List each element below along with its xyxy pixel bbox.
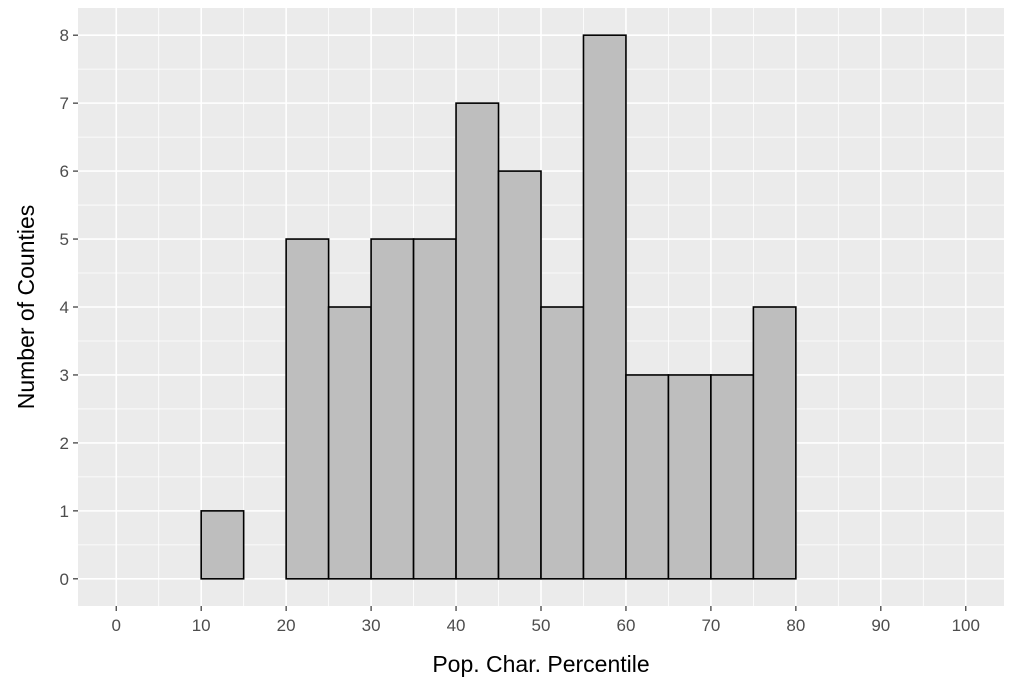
y-axis-ticks: 0 1 2 3 4 5 6 7 8 [60, 26, 78, 589]
y-tick-label: 1 [60, 502, 69, 521]
y-tick-label: 6 [60, 162, 69, 181]
histogram-bar [370, 238, 415, 580]
histogram-bar [327, 306, 372, 580]
x-axis-title: Pop. Char. Percentile [432, 651, 649, 677]
histogram-bar [540, 306, 585, 580]
x-axis-ticks: 0 10 20 30 40 50 60 70 80 90 100 [111, 606, 980, 635]
x-tick-label: 80 [786, 616, 805, 635]
x-tick-label: 10 [192, 616, 211, 635]
y-tick-label: 4 [60, 298, 69, 317]
y-tick-label: 3 [60, 366, 69, 385]
histogram-bar [752, 306, 797, 580]
y-tick-label: 0 [60, 570, 69, 589]
histogram-bar [625, 374, 670, 580]
histogram-bar [200, 510, 245, 580]
histogram-bar [582, 34, 627, 580]
x-tick-label: 90 [871, 616, 890, 635]
histogram-bar [710, 374, 755, 580]
x-tick-label: 50 [532, 616, 551, 635]
histogram-bar [412, 238, 457, 580]
x-tick-label: 60 [616, 616, 635, 635]
y-tick-label: 7 [60, 94, 69, 113]
x-tick-label: 0 [111, 616, 120, 635]
x-tick-label: 20 [277, 616, 296, 635]
y-tick-label: 5 [60, 230, 69, 249]
histogram-bar [285, 238, 330, 580]
histogram-bars [200, 34, 797, 580]
histogram-bar [455, 102, 500, 580]
x-tick-label: 70 [701, 616, 720, 635]
x-tick-label: 100 [952, 616, 980, 635]
x-tick-label: 30 [362, 616, 381, 635]
histogram-bar [497, 170, 542, 580]
y-tick-label: 2 [60, 434, 69, 453]
y-axis-title: Number of Counties [13, 205, 39, 410]
x-tick-label: 40 [447, 616, 466, 635]
y-tick-label: 8 [60, 26, 69, 45]
histogram-bar [667, 374, 712, 580]
